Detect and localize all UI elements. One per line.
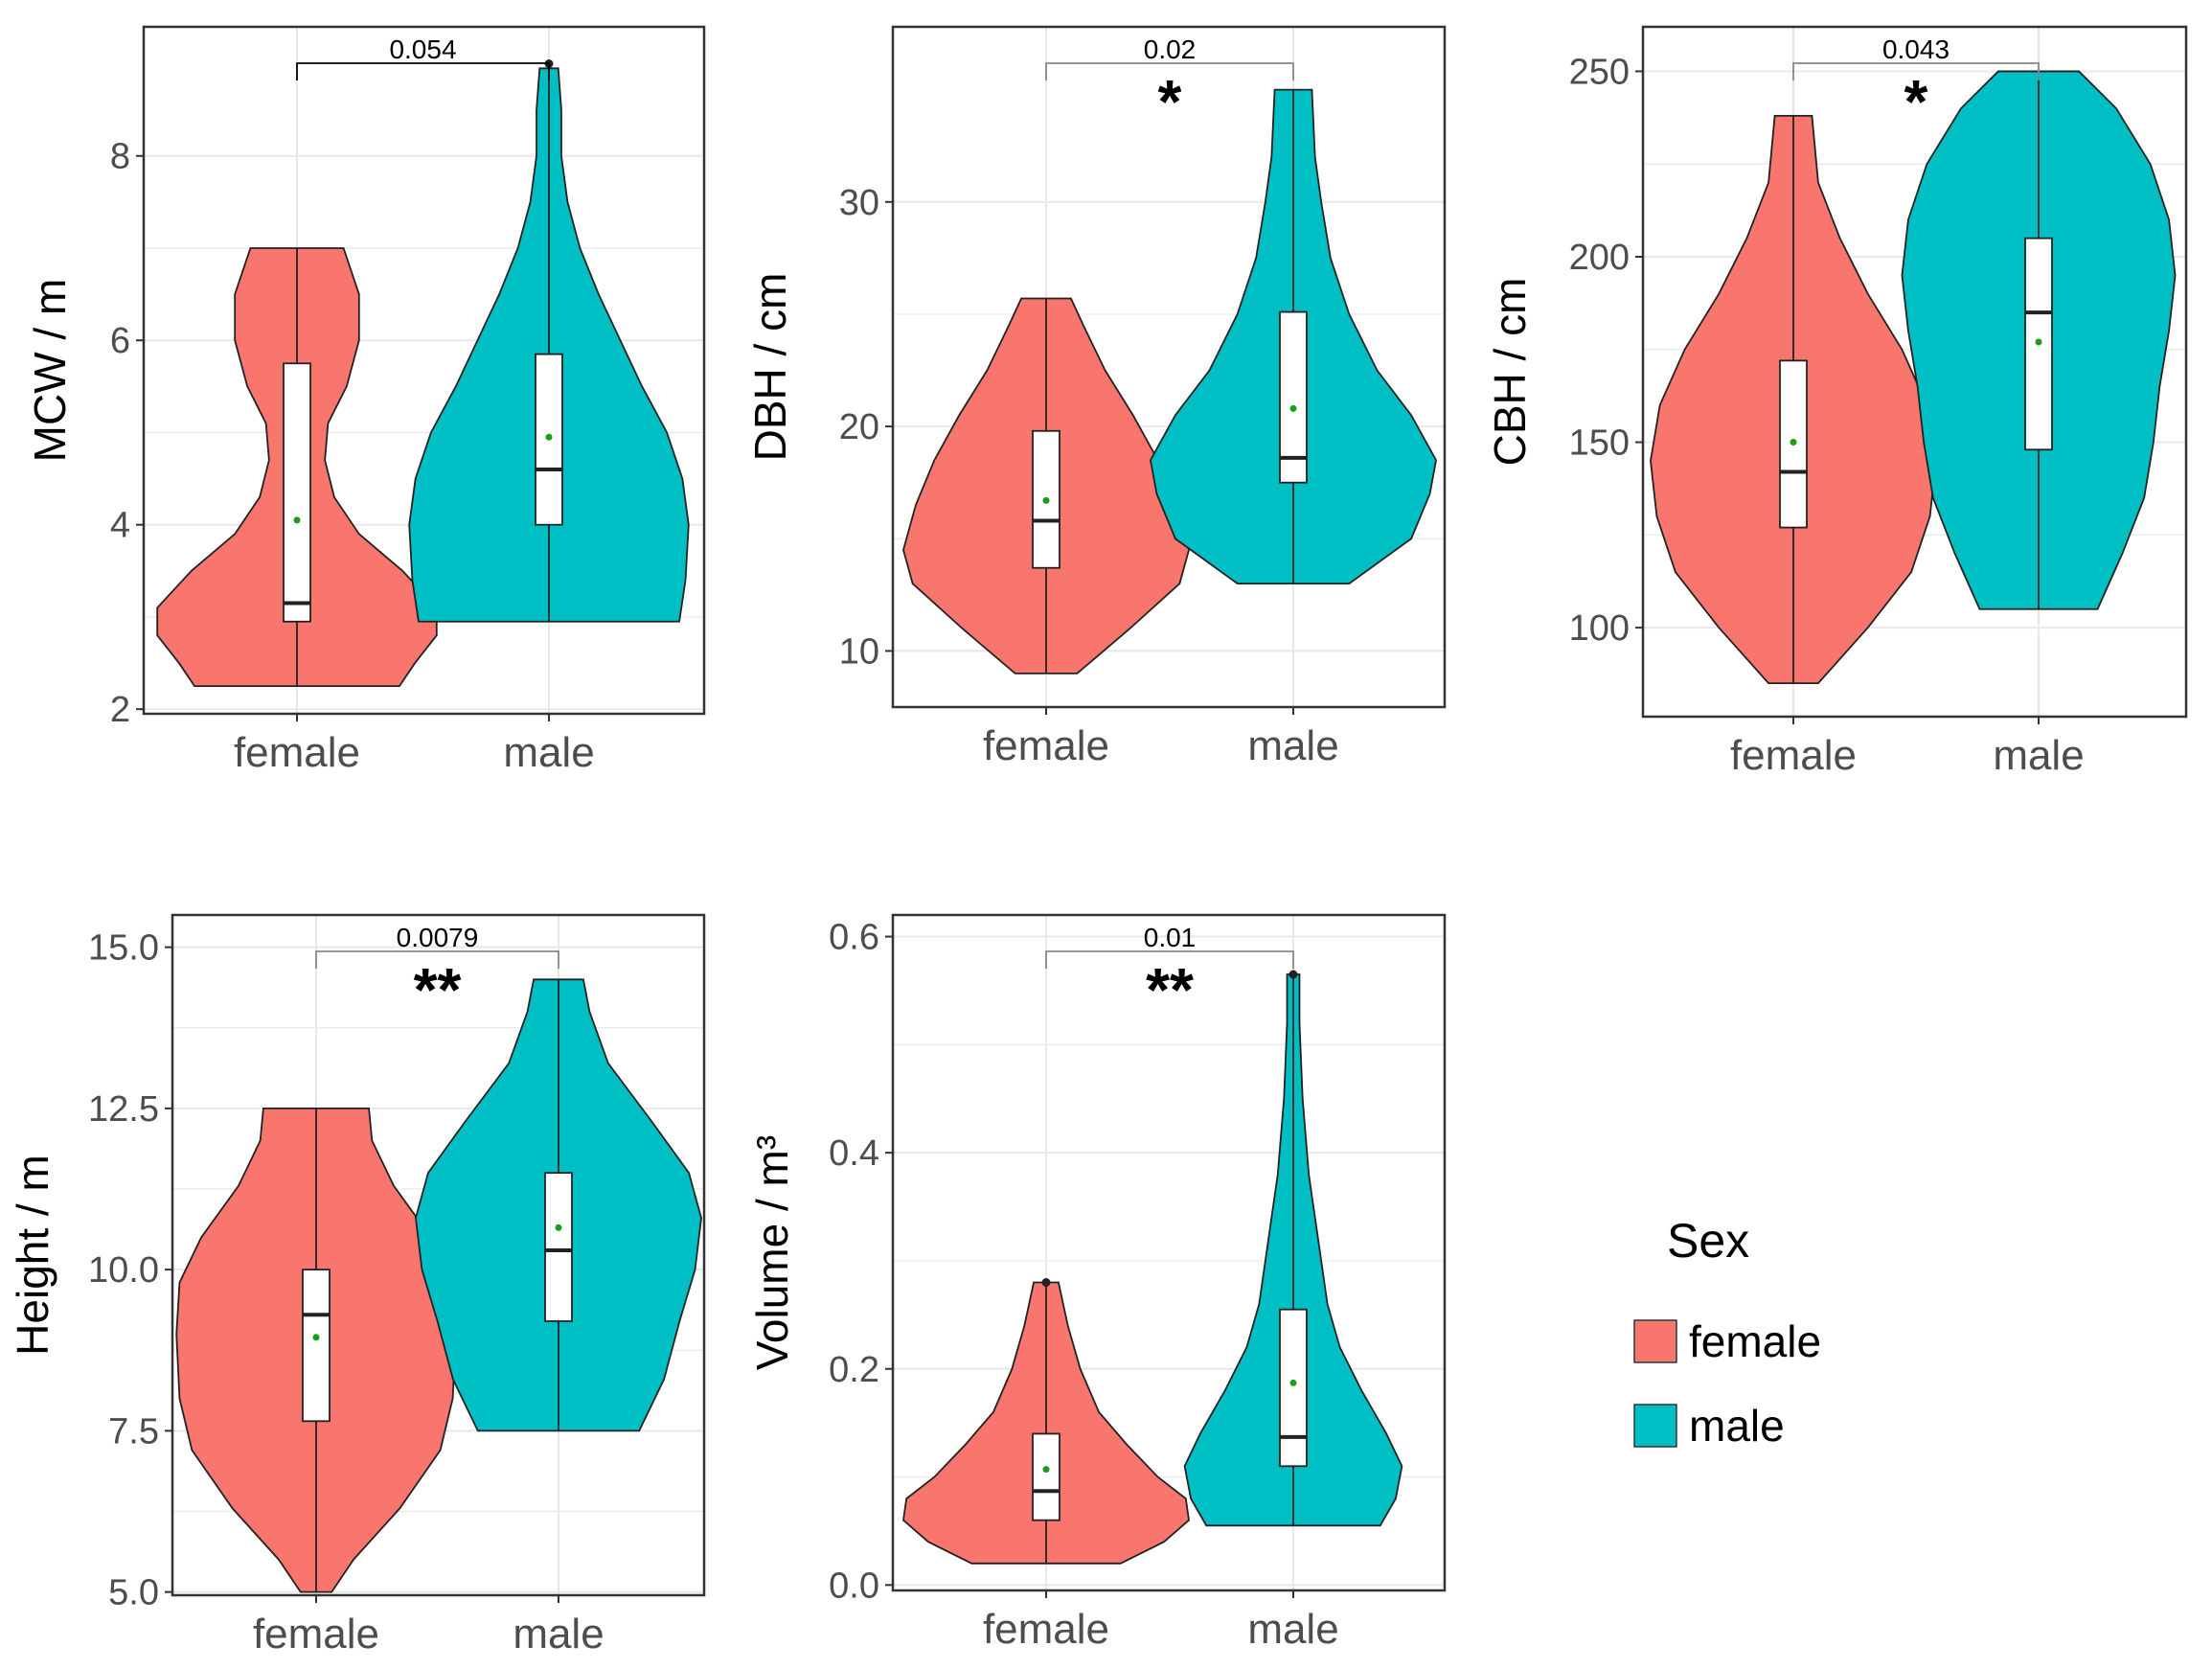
box-male: [1279, 310, 1308, 484]
significance-bracket: [1045, 62, 1294, 80]
y-axis-title: CBH / cm: [1485, 278, 1535, 467]
y-tick-label: 6: [110, 321, 130, 361]
mean-point-female: [312, 1334, 320, 1341]
y-tick-label: 200: [1569, 238, 1630, 278]
significance-bracket: [315, 950, 559, 969]
panel-border: [891, 913, 1447, 1592]
significance-stars: *: [1158, 67, 1182, 136]
p-value-label: 0.01: [1144, 923, 1197, 952]
mean-point-male: [545, 433, 553, 441]
significance-bracket: [296, 62, 550, 80]
legend: Sex female male: [1633, 1214, 1821, 1451]
significance-bracket: [1045, 950, 1294, 969]
x-category-label: female: [234, 729, 360, 776]
significance-stars: **: [1146, 955, 1194, 1024]
box-female: [1032, 1432, 1060, 1521]
outlier-point-female: [1041, 1278, 1051, 1288]
y-axis-title: Volume / m³: [747, 1135, 797, 1370]
panel-3: 100 150 200 250 0.043* female male CBH / cm: [1485, 25, 2188, 779]
p-value-label: 0.054: [389, 34, 456, 64]
outlier-point-male: [1288, 970, 1298, 979]
x-category-label: female: [983, 1606, 1109, 1653]
y-tick-label: 10: [839, 631, 879, 672]
mean-point-male: [1289, 1379, 1297, 1386]
y-tick-label: 8: [110, 137, 130, 177]
y-axis-title: MCW / m: [25, 279, 75, 463]
box-male: [1279, 1308, 1308, 1468]
legend-label-male: male: [1689, 1401, 1785, 1451]
panel-5: 0.0 0.2 0.4 0.6 0.01 ** female male Volume / m³: [747, 913, 1447, 1653]
y-tick-label: 2: [110, 690, 130, 730]
y-tick-label: 0.2: [829, 1350, 879, 1390]
mean-point-male: [2035, 338, 2042, 346]
y-tick-label: 20: [839, 407, 879, 447]
x-category-label: male: [1247, 722, 1338, 769]
y-tick-label: 0.6: [829, 918, 879, 958]
y-tick-label: 30: [839, 183, 879, 223]
y-tick-label: 15.0: [88, 928, 159, 969]
mean-point-female: [1790, 439, 1797, 446]
significance-stars: **: [414, 955, 462, 1024]
y-tick-label: 100: [1569, 608, 1630, 649]
mean-point-male: [555, 1223, 562, 1231]
x-category-label: female: [983, 722, 1109, 769]
significance-stars: *: [1904, 67, 1928, 136]
y-axis-title: Height / m: [8, 1155, 57, 1356]
box-female: [302, 1269, 331, 1423]
panel-border: [171, 913, 706, 1597]
panel-4: 5.0 7.5 10.0 12.5 15.0 0.0079 ** female male Heig…: [8, 913, 706, 1658]
y-tick-label: 10.0: [88, 1250, 159, 1291]
x-category-label: female: [253, 1611, 379, 1658]
mean-point-female: [1042, 496, 1050, 504]
legend-key-male: [1633, 1404, 1677, 1448]
x-category-label: male: [1993, 732, 2084, 779]
box-male: [544, 1172, 573, 1322]
panel-border: [142, 25, 706, 716]
y-tick-label: 250: [1569, 52, 1630, 92]
p-value-label: 0.043: [1882, 34, 1950, 64]
mean-point-female: [293, 516, 301, 524]
p-value-label: 0.0079: [397, 923, 479, 952]
panel-1: 2 4 6 8 0.054 female male MCW / m: [25, 25, 706, 776]
mean-point-male: [1289, 404, 1297, 412]
y-axis-title: DBH / cm: [745, 273, 795, 462]
legend-title: Sex: [1667, 1214, 1749, 1268]
y-tick-label: 5.0: [108, 1573, 159, 1613]
significance-bracket: [1792, 62, 2040, 80]
p-value-label: 0.02: [1144, 34, 1197, 64]
panel-2: 10 20 30 0.02* female male DBH / cm: [745, 25, 1447, 769]
y-tick-label: 4: [110, 506, 130, 546]
panel-border: [1641, 25, 2188, 719]
mean-point-female: [1042, 1466, 1050, 1474]
y-tick-label: 0.4: [829, 1133, 879, 1174]
panel-border: [891, 25, 1447, 709]
x-category-label: male: [1247, 1606, 1338, 1653]
box-female: [283, 362, 311, 623]
y-tick-label: 12.5: [88, 1089, 159, 1130]
y-tick-label: 0.0: [829, 1566, 879, 1606]
legend-label-female: female: [1689, 1316, 1821, 1366]
legend-key-female: [1633, 1319, 1677, 1363]
x-category-label: female: [1730, 732, 1857, 779]
y-tick-label: 150: [1569, 423, 1630, 464]
y-tick-label: 7.5: [108, 1411, 159, 1452]
x-category-label: male: [513, 1611, 604, 1658]
x-category-label: male: [503, 729, 594, 776]
